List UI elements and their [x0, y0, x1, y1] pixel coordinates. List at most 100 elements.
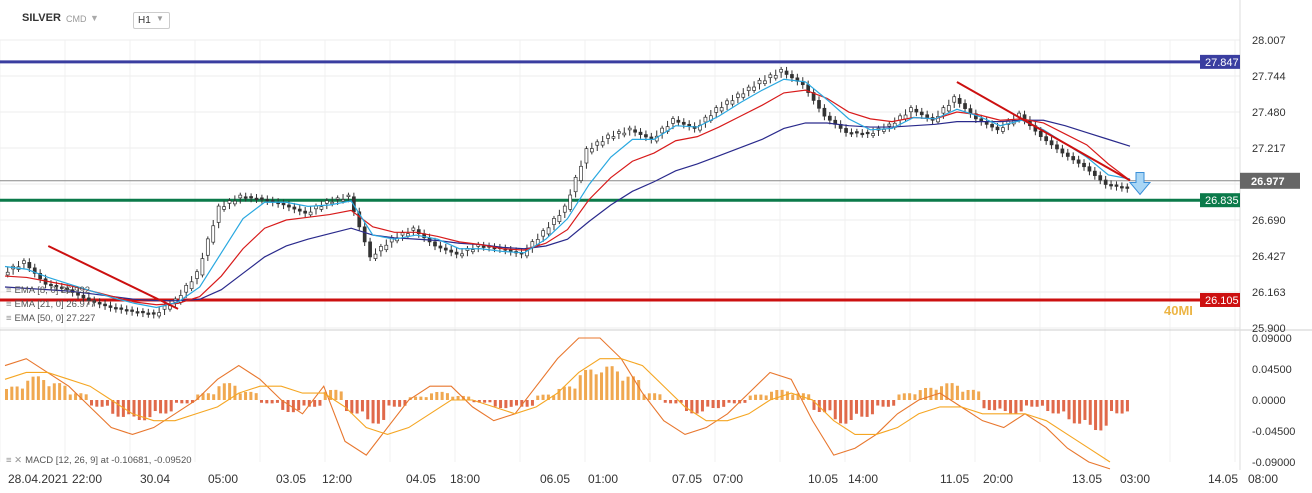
- macd-histogram-bar: [477, 400, 481, 403]
- macd-histogram-bar: [360, 400, 364, 412]
- macd-histogram-bar: [1046, 400, 1050, 412]
- broker-watermark: 40MI: [1164, 303, 1193, 318]
- macd-histogram-bar: [562, 386, 566, 400]
- candle-body: [119, 307, 124, 310]
- candle-body: [54, 285, 59, 288]
- candle-body: [595, 141, 600, 146]
- macd-histogram-bar: [116, 400, 120, 417]
- macd-histogram-bar: [775, 389, 779, 400]
- candle-body: [644, 134, 648, 138]
- macd-histogram-bar: [573, 388, 577, 400]
- candle-body: [243, 196, 248, 199]
- macd-histogram-bar: [366, 400, 370, 420]
- macd-histogram-bar: [759, 394, 763, 400]
- macd-histogram-bar: [536, 395, 540, 400]
- candle-body: [557, 215, 562, 223]
- macd-histogram-bar: [15, 386, 19, 400]
- candle-body: [81, 294, 86, 299]
- candle-body: [773, 75, 778, 79]
- timeframe-select[interactable]: H1: [133, 12, 170, 29]
- macd-histogram-bar: [137, 400, 141, 421]
- macd-histogram-bar: [451, 396, 455, 400]
- candle-body: [676, 119, 681, 123]
- macd-histogram-bar: [291, 400, 295, 413]
- macd-histogram-bar: [908, 393, 912, 400]
- macd-histogram-bar: [716, 400, 720, 409]
- candle-body: [324, 200, 329, 204]
- macd-histogram-bar: [63, 385, 67, 400]
- macd-histogram-bar: [977, 391, 981, 400]
- macd-histogram-bar: [669, 400, 673, 404]
- macd-histogram-bar: [892, 400, 896, 406]
- macd-histogram-bar: [222, 383, 226, 400]
- candle-body: [719, 107, 724, 112]
- candle-body: [416, 229, 421, 235]
- macd-histogram-bar: [913, 394, 917, 400]
- macd-histogram-bar: [1040, 400, 1044, 406]
- macd-histogram-bar: [472, 400, 476, 403]
- macd-y-tick-label: 0.09000: [1252, 333, 1292, 345]
- menu-icon[interactable]: ≡: [6, 299, 12, 310]
- macd-histogram-bar: [929, 387, 933, 400]
- macd-histogram-bar: [791, 394, 795, 400]
- x-tick-label: 13.05: [1072, 472, 1102, 486]
- candle-body: [1071, 156, 1076, 161]
- legend-macd[interactable]: ≡ ✕ MACD [12, 26, 9] at -0.10681, -0.0952…: [6, 455, 192, 466]
- macd-histogram-bar: [371, 400, 375, 424]
- instrument-type-label[interactable]: CMD: [66, 14, 87, 24]
- candle-body: [205, 238, 210, 256]
- menu-icon[interactable]: ≡: [6, 313, 12, 324]
- candle-body: [362, 226, 367, 243]
- menu-icon[interactable]: ≡ ✕: [6, 455, 23, 466]
- candle-body: [357, 211, 362, 228]
- candle-body: [1076, 159, 1081, 164]
- candle-body: [600, 141, 605, 146]
- macd-histogram-bar: [886, 400, 890, 407]
- candle-body: [1109, 184, 1113, 187]
- chevron-down-icon[interactable]: ▼: [90, 13, 99, 23]
- macd-histogram-bar: [313, 400, 317, 407]
- candle-body: [638, 131, 643, 135]
- macd-histogram-bar: [621, 380, 625, 400]
- candle-body: [941, 107, 946, 114]
- symbol-label[interactable]: SILVER: [22, 12, 61, 24]
- candle-body: [779, 69, 783, 73]
- macd-histogram-bar: [860, 400, 864, 417]
- macd-histogram-bar: [515, 400, 518, 406]
- candle-body: [260, 197, 264, 200]
- macd-histogram-bar: [201, 393, 205, 400]
- menu-icon[interactable]: ≡: [6, 285, 12, 296]
- macd-histogram-bar: [780, 389, 784, 400]
- candle-body: [990, 123, 994, 128]
- candle-body: [741, 93, 746, 98]
- candle-body: [400, 232, 405, 236]
- level-badge-label: 26.105: [1205, 295, 1239, 307]
- legend-ema21[interactable]: ≡ EMA [21, 0] 26.977: [6, 299, 95, 310]
- legend-ema50[interactable]: ≡ EMA [50, 0] 27.227: [6, 313, 95, 324]
- candle-body: [238, 194, 243, 199]
- macd-histogram-bar: [807, 394, 811, 400]
- macd-histogram-bar: [557, 388, 561, 400]
- y-tick-label: 26.690: [1252, 215, 1286, 227]
- macd-histogram-bar: [865, 400, 869, 417]
- legend-ema21-label: EMA [21, 0] 26.977: [14, 299, 96, 310]
- macd-histogram-bar: [392, 400, 396, 407]
- candle-body: [844, 128, 848, 133]
- macd-histogram-bar: [36, 376, 40, 400]
- macd-histogram-bar: [84, 394, 88, 400]
- x-tick-label: 03.05: [276, 472, 306, 486]
- macd-histogram-bar: [260, 400, 263, 403]
- candle-body: [195, 271, 199, 279]
- legend-ema8[interactable]: ≡ EMA [8, 0] 26.992: [6, 285, 90, 296]
- chevron-down-icon[interactable]: ▼: [156, 14, 164, 23]
- candle-body: [584, 148, 589, 164]
- candle-body: [1125, 186, 1130, 189]
- macd-histogram-bar: [770, 391, 773, 400]
- candle-body: [622, 132, 627, 136]
- candle-body: [222, 206, 226, 210]
- candle-body: [589, 148, 594, 153]
- macd-histogram-bar: [1019, 400, 1023, 412]
- candle-body: [162, 305, 167, 310]
- candle-body: [827, 115, 832, 121]
- candle-body: [611, 136, 616, 139]
